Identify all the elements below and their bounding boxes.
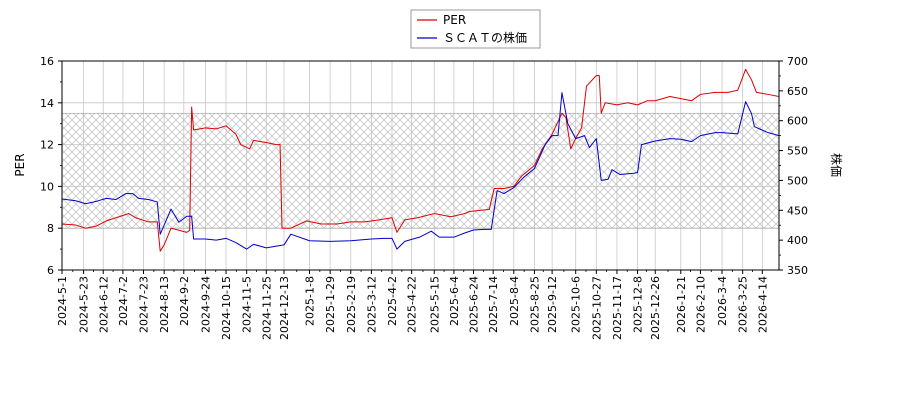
y-left-tick-label: 10 bbox=[40, 180, 54, 193]
x-tick-label: 2024-7-23 bbox=[138, 276, 151, 333]
x-tick-label: 2025-8-4 bbox=[508, 276, 521, 326]
right-axis: 350 400 450 500 550 600 650 700 bbox=[779, 55, 808, 277]
x-tick-label: 2024-8-13 bbox=[158, 276, 171, 333]
x-tick-label: 2024-12-13 bbox=[278, 276, 291, 340]
y-left-tick-label: 16 bbox=[40, 55, 54, 68]
y-right-tick-label: 400 bbox=[787, 234, 808, 247]
hatched-band bbox=[61, 112, 780, 229]
legend-box bbox=[410, 9, 541, 49]
x-tick-label: 2025-4-2 bbox=[386, 276, 399, 326]
x-tick-label: 2024-10-15 bbox=[220, 276, 233, 340]
x-tick-label: 2026-4-14 bbox=[756, 276, 769, 333]
x-tick-label: 2024-11-25 bbox=[260, 276, 273, 340]
x-tick-label: 2025-3-12 bbox=[365, 276, 378, 333]
x-tick-label: 2025-9-12 bbox=[546, 276, 559, 333]
x-tick-label: 2024-11-5 bbox=[241, 276, 254, 333]
y-right-tick-label: 550 bbox=[787, 145, 808, 158]
y-right-tick-label: 450 bbox=[787, 204, 808, 217]
y-right-tick-label: 500 bbox=[787, 174, 808, 187]
x-axis: 2024-5-1 2024-5-23 2024-6-12 2024-7-2 2024-7… bbox=[56, 270, 769, 340]
y-right-tick-label: 700 bbox=[787, 55, 808, 68]
legend: PER ＳＣＡＴの株価 bbox=[410, 9, 541, 49]
x-tick-label: 2025-10-27 bbox=[590, 276, 603, 340]
y-left-tick-label: 14 bbox=[40, 97, 54, 110]
x-tick-label: 2025-1-8 bbox=[304, 276, 317, 326]
x-tick-label: 2025-12-26 bbox=[649, 276, 662, 340]
y-right-tick-label: 350 bbox=[787, 264, 808, 277]
x-tick-label: 2025-10-6 bbox=[570, 276, 583, 333]
x-tick-label: 2026-1-21 bbox=[675, 276, 688, 333]
x-tick-label: 2025-12-8 bbox=[632, 276, 645, 333]
x-tick-label: 2026-3-25 bbox=[737, 276, 750, 333]
series-line-price bbox=[62, 92, 779, 250]
x-tick-label: 2025-5-15 bbox=[428, 276, 441, 333]
x-tick-label: 2024-5-23 bbox=[78, 276, 91, 333]
x-tick-label: 2025-1-29 bbox=[324, 276, 337, 333]
y-right-tick-label: 650 bbox=[787, 85, 808, 98]
legend-label-price: ＳＣＡＴの株価 bbox=[443, 30, 527, 45]
x-tick-label: 2024-9-2 bbox=[178, 276, 191, 326]
x-tick-label: 2024-6-12 bbox=[97, 276, 110, 333]
x-tick-label: 2025-2-19 bbox=[345, 276, 358, 333]
x-tick-label: 2025-6-24 bbox=[468, 276, 481, 333]
y-left-title: PER bbox=[13, 153, 27, 176]
x-tick-label: 2025-8-25 bbox=[528, 276, 541, 333]
x-tick-label: 2025-7-14 bbox=[487, 276, 500, 333]
x-tick-label: 2025-4-22 bbox=[406, 276, 419, 333]
y-left-tick-label: 6 bbox=[47, 264, 54, 277]
x-tick-label: 2025-6-4 bbox=[448, 276, 461, 326]
x-tick-label: 2025-11-17 bbox=[611, 276, 624, 340]
series-layer bbox=[62, 68, 779, 252]
y-right-tick-label: 600 bbox=[787, 115, 808, 128]
x-tick-label: 2026-3-4 bbox=[716, 276, 729, 326]
x-tick-label: 2024-9-24 bbox=[199, 276, 212, 333]
y-left-tick-label: 8 bbox=[47, 222, 54, 235]
x-tick-label: 2026-2-10 bbox=[694, 276, 707, 333]
legend-label-per: PER bbox=[443, 13, 466, 27]
left-axis: 6 8 10 12 14 16 bbox=[40, 55, 62, 277]
y-left-tick-label: 12 bbox=[40, 139, 54, 152]
x-tick-label: 2024-7-2 bbox=[117, 276, 130, 326]
x-tick-label: 2024-5-1 bbox=[56, 276, 69, 326]
series-line-per bbox=[62, 68, 779, 252]
y-right-title: 株価 bbox=[829, 153, 844, 177]
